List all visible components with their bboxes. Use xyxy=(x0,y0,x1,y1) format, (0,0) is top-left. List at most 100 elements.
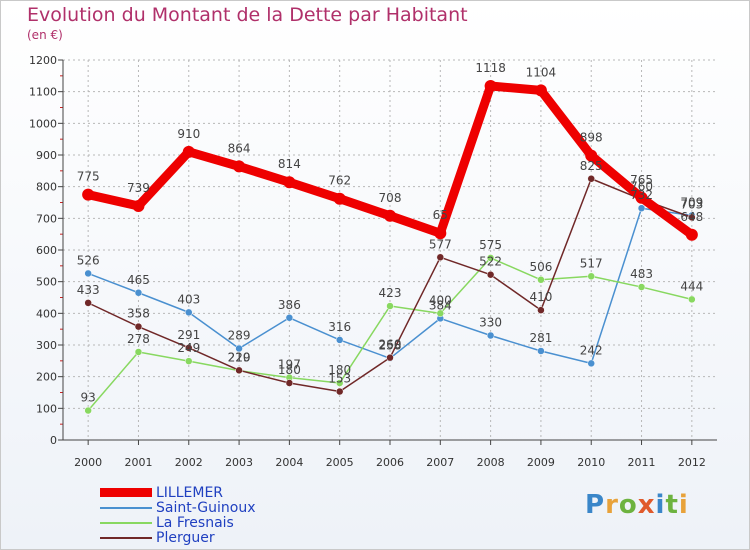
chart-title: Evolution du Montant de la Dette par Hab… xyxy=(27,4,468,26)
data-point xyxy=(185,344,193,352)
data-label: 330 xyxy=(479,316,502,330)
data-point xyxy=(585,149,598,162)
data-point xyxy=(688,295,696,304)
x-tick-label: 2001 xyxy=(124,456,152,469)
logo-letter: r xyxy=(605,490,619,520)
y-tick-label: 500 xyxy=(36,276,57,289)
data-label: 278 xyxy=(127,332,150,346)
data-label: 825 xyxy=(580,159,603,173)
y-tick-label: 200 xyxy=(36,371,57,384)
data-point xyxy=(685,228,698,241)
data-label: 864 xyxy=(228,141,251,155)
x-tick-label: 2002 xyxy=(175,456,203,469)
data-label: 291 xyxy=(177,328,200,342)
data-label: 316 xyxy=(328,320,351,334)
data-point xyxy=(335,379,344,387)
data-label: 703 xyxy=(680,197,703,211)
data-point xyxy=(386,353,394,362)
data-point xyxy=(182,145,195,158)
axes: 0 100 200 300 400 500 600 700 800 900 1000 1100 1200… xyxy=(29,54,717,469)
data-label: 249 xyxy=(177,341,200,355)
data-point xyxy=(484,79,497,92)
data-label: 358 xyxy=(127,307,150,321)
x-tick-label: 2006 xyxy=(376,456,404,469)
data-point xyxy=(185,308,193,317)
data-label: 465 xyxy=(127,273,150,287)
data-point xyxy=(134,348,143,356)
y-tick-label: 400 xyxy=(36,307,57,320)
logo-letter: i xyxy=(678,490,689,520)
legend-label: Plerguer xyxy=(156,529,215,546)
legend: LILLEMER Saint-Guinoux La Fresnais Plerg… xyxy=(100,485,256,545)
data-point xyxy=(82,188,95,201)
chart-subtitle: (en €) xyxy=(27,28,63,42)
data-label: 709 xyxy=(680,195,703,209)
data-point xyxy=(134,289,143,297)
data-point xyxy=(486,254,495,262)
data-label: 575 xyxy=(479,238,502,252)
data-label: 1104 xyxy=(526,65,557,79)
legend-swatch xyxy=(100,521,152,524)
data-label: 732 xyxy=(630,188,653,202)
data-label: 400 xyxy=(429,293,452,307)
data-point xyxy=(587,359,595,368)
data-label: 762 xyxy=(328,174,351,188)
logo-letter: i xyxy=(655,490,666,520)
series-lines xyxy=(82,79,698,415)
legend-item-lillemer: LILLEMER xyxy=(100,485,256,500)
logo-letter: t xyxy=(665,490,679,520)
legend-label: Saint-Guinoux xyxy=(156,499,256,516)
data-point xyxy=(285,314,294,322)
data-label: 258 xyxy=(379,338,402,352)
data-point xyxy=(537,276,545,284)
data-point xyxy=(132,199,145,212)
x-tick-label: 2000 xyxy=(74,456,102,469)
data-label: 153 xyxy=(328,372,351,386)
grid xyxy=(63,59,717,440)
data-label: 242 xyxy=(580,343,603,357)
data-label: 180 xyxy=(278,363,301,377)
data-label: 444 xyxy=(680,279,703,293)
data-label: 197 xyxy=(278,358,301,372)
data-label: 506 xyxy=(529,260,552,274)
data-point xyxy=(285,379,294,387)
legend-swatch xyxy=(100,536,152,539)
data-label: 760 xyxy=(630,179,653,193)
y-tick-label: 0 xyxy=(50,434,57,447)
y-tick-label: 1100 xyxy=(29,86,57,99)
x-tick-label: 2004 xyxy=(275,456,303,469)
x-tick-label: 2003 xyxy=(225,456,253,469)
data-label: 765 xyxy=(630,173,653,187)
data-point xyxy=(384,209,396,222)
data-point xyxy=(335,387,344,396)
data-label: 180 xyxy=(328,363,351,377)
data-label: 526 xyxy=(77,253,100,267)
y-tick-label: 100 xyxy=(36,402,57,415)
x-tick-label: 2008 xyxy=(477,456,505,469)
data-label: 739 xyxy=(127,181,150,195)
data-label: 260 xyxy=(379,338,402,352)
data-label: 648 xyxy=(680,210,703,224)
data-point xyxy=(486,270,495,279)
data-point xyxy=(587,272,595,281)
data-point xyxy=(537,347,545,355)
data-point xyxy=(436,309,445,318)
data-point xyxy=(436,253,445,262)
data-label: 289 xyxy=(228,328,251,342)
data-label: 433 xyxy=(77,283,100,297)
data-point xyxy=(283,176,296,189)
data-label: 708 xyxy=(379,191,402,205)
x-tick-label: 2012 xyxy=(678,456,706,469)
data-label: 403 xyxy=(177,292,200,306)
x-tick-label: 2011 xyxy=(628,456,656,469)
legend-label: LILLEMER xyxy=(156,484,224,501)
data-label: 483 xyxy=(630,267,653,281)
data-label: 910 xyxy=(177,127,200,141)
data-label: 775 xyxy=(77,170,100,184)
data-point xyxy=(688,213,696,222)
legend-swatch xyxy=(100,506,152,509)
data-point xyxy=(637,204,646,212)
data-point xyxy=(537,306,545,314)
data-point xyxy=(335,336,344,344)
